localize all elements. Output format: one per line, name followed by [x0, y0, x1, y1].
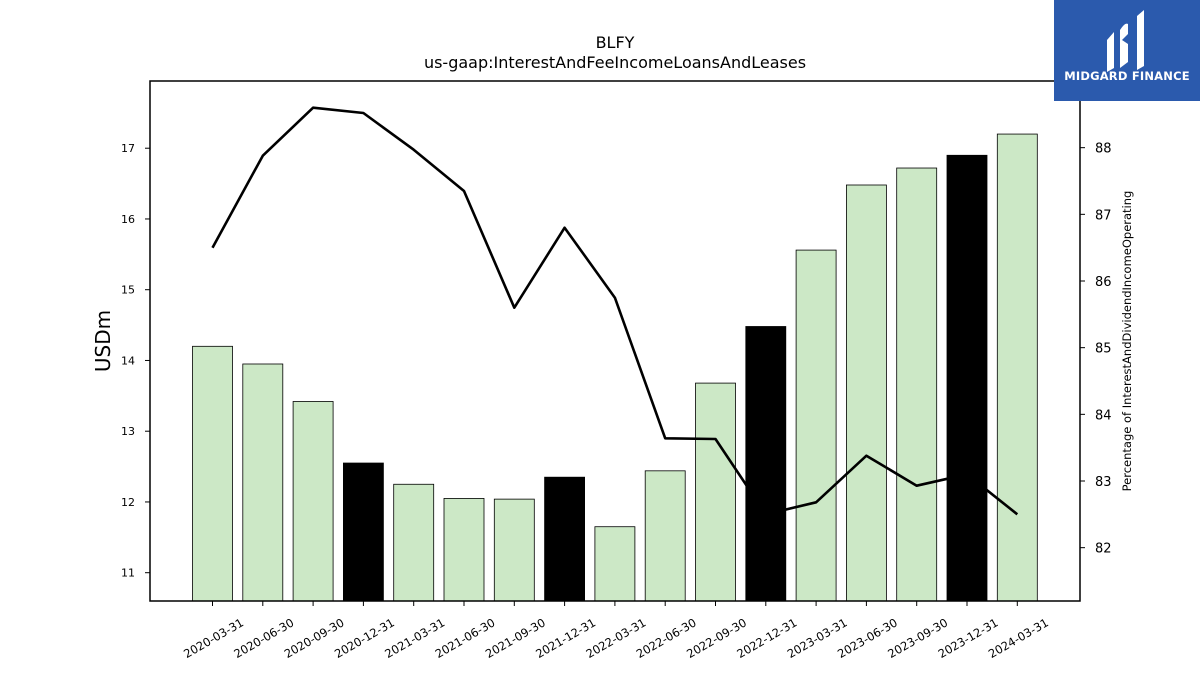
y2-tick-label-82: 82 — [1095, 542, 1112, 557]
bar-2022-12-31 — [745, 326, 787, 602]
bar-series — [192, 133, 1038, 602]
y-tick-label-15: 15 — [121, 284, 135, 297]
brand-name: MIDGARD FINANCE — [1064, 69, 1190, 83]
bar-2021-12-31 — [544, 476, 585, 602]
bar-2020-03-31 — [192, 345, 233, 602]
y2-axis-label: Percentage of InterestAndDividendIncomeO… — [1120, 191, 1134, 492]
y-axis-label: USDm — [91, 310, 115, 372]
bar-2020-06-30 — [242, 363, 284, 602]
y2-tick-label-85: 85 — [1095, 342, 1112, 357]
y-tick-label-14: 14 — [121, 354, 135, 367]
chart-subtitle: us-gaap:InterestAndFeeIncomeLoansAndLeas… — [424, 53, 806, 72]
bar-2024-03-31 — [996, 133, 1038, 602]
y2-tick-label-86: 86 — [1095, 275, 1112, 290]
y2-tick-label-83: 83 — [1095, 475, 1112, 490]
chart-title: BLFY — [596, 33, 635, 52]
y-tick-label-12: 12 — [121, 496, 135, 509]
bar-2021-06-30 — [443, 498, 485, 602]
bar-2021-03-31 — [393, 483, 435, 602]
y-tick-label-13: 13 — [121, 425, 135, 438]
bar-2022-06-30 — [644, 470, 686, 602]
y2-tick-label-88: 88 — [1095, 142, 1112, 157]
bar-2022-09-30 — [695, 382, 736, 602]
line-series — [211, 106, 1019, 516]
brand-logo: MIDGARD FINANCE — [1054, 0, 1200, 101]
y-tick-label-11: 11 — [121, 567, 135, 580]
y-tick-label-17: 17 — [121, 142, 135, 155]
bar-2023-03-31 — [795, 249, 837, 602]
bar-2020-09-30 — [292, 401, 334, 602]
bar-2023-06-30 — [846, 184, 887, 602]
y-tick-label-16: 16 — [121, 213, 135, 226]
midgard-logo-icon — [1107, 10, 1144, 72]
y2-tick-label-87: 87 — [1095, 208, 1112, 223]
bar-2022-03-31 — [594, 526, 636, 602]
bar-2023-09-30 — [896, 167, 938, 602]
bar-2020-12-31 — [342, 462, 384, 602]
plot-frame — [149, 80, 1081, 602]
y2-tick-label-84: 84 — [1095, 408, 1112, 423]
bar-2021-09-30 — [493, 498, 535, 602]
bar-2023-12-31 — [946, 154, 988, 602]
